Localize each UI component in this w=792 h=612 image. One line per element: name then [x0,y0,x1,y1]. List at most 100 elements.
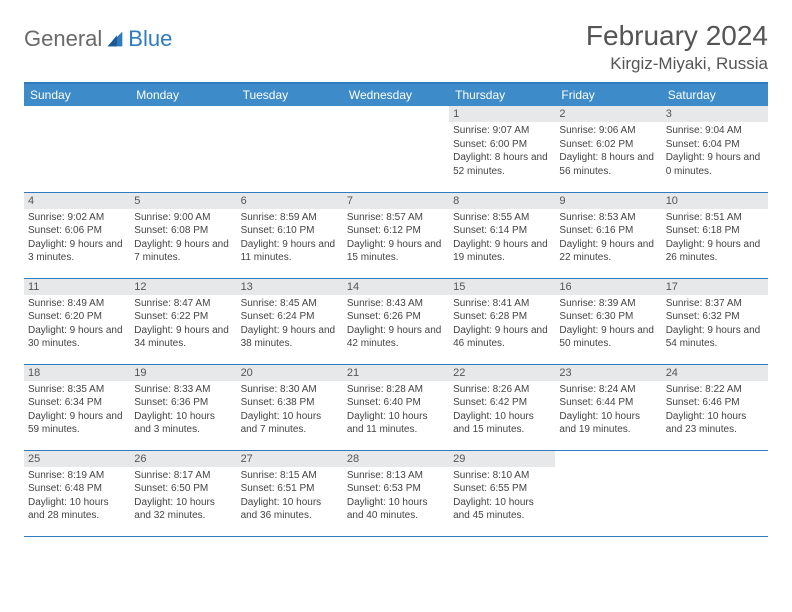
day-number: 3 [662,106,768,122]
calendar-day-cell: 2Sunrise: 9:06 AMSunset: 6:02 PMDaylight… [555,106,661,192]
calendar-day-cell: 22Sunrise: 8:26 AMSunset: 6:42 PMDayligh… [449,364,555,450]
sunrise-text: Sunrise: 8:35 AM [28,383,126,397]
daylight-text: Daylight: 9 hours and 11 minutes. [241,238,339,265]
sunrise-text: Sunrise: 8:45 AM [241,297,339,311]
sunrise-text: Sunrise: 9:00 AM [134,211,232,225]
day-number: 2 [555,106,661,122]
sunrise-text: Sunrise: 8:13 AM [347,469,445,483]
daylight-text: Daylight: 9 hours and 38 minutes. [241,324,339,351]
day-details: Sunrise: 8:43 AMSunset: 6:26 PMDaylight:… [343,295,449,355]
daylight-text: Daylight: 9 hours and 7 minutes. [134,238,232,265]
calendar-day-cell: 19Sunrise: 8:33 AMSunset: 6:36 PMDayligh… [130,364,236,450]
month-title: February 2024 [586,20,768,52]
daylight-text: Daylight: 9 hours and 22 minutes. [559,238,657,265]
sunset-text: Sunset: 6:12 PM [347,224,445,238]
day-number: 19 [130,365,236,381]
day-number: 21 [343,365,449,381]
sunrise-text: Sunrise: 8:39 AM [559,297,657,311]
day-details: Sunrise: 8:30 AMSunset: 6:38 PMDaylight:… [237,381,343,441]
calendar-day-cell: 4Sunrise: 9:02 AMSunset: 6:06 PMDaylight… [24,192,130,278]
day-number: 26 [130,451,236,467]
sunrise-text: Sunrise: 8:49 AM [28,297,126,311]
sunset-text: Sunset: 6:53 PM [347,482,445,496]
day-details: Sunrise: 8:53 AMSunset: 6:16 PMDaylight:… [555,209,661,269]
day-number: 12 [130,279,236,295]
sunset-text: Sunset: 6:42 PM [453,396,551,410]
sunrise-text: Sunrise: 8:43 AM [347,297,445,311]
calendar-day-cell: 20Sunrise: 8:30 AMSunset: 6:38 PMDayligh… [237,364,343,450]
day-number: 4 [24,193,130,209]
sunrise-text: Sunrise: 8:51 AM [666,211,764,225]
calendar-day-cell: 3Sunrise: 9:04 AMSunset: 6:04 PMDaylight… [662,106,768,192]
day-number: 6 [237,193,343,209]
sunset-text: Sunset: 6:46 PM [666,396,764,410]
calendar-week-row: 18Sunrise: 8:35 AMSunset: 6:34 PMDayligh… [24,364,768,450]
daylight-text: Daylight: 8 hours and 52 minutes. [453,151,551,178]
calendar-day-cell: 16Sunrise: 8:39 AMSunset: 6:30 PMDayligh… [555,278,661,364]
sunrise-text: Sunrise: 8:24 AM [559,383,657,397]
day-details: Sunrise: 8:57 AMSunset: 6:12 PMDaylight:… [343,209,449,269]
day-number: 25 [24,451,130,467]
day-number: 23 [555,365,661,381]
daylight-text: Daylight: 8 hours and 56 minutes. [559,151,657,178]
day-number: 16 [555,279,661,295]
sunrise-text: Sunrise: 8:22 AM [666,383,764,397]
daylight-text: Daylight: 9 hours and 34 minutes. [134,324,232,351]
daylight-text: Daylight: 9 hours and 42 minutes. [347,324,445,351]
day-number: 29 [449,451,555,467]
weekday-thursday: Thursday [449,83,555,106]
calendar-day-cell: 21Sunrise: 8:28 AMSunset: 6:40 PMDayligh… [343,364,449,450]
sunrise-text: Sunrise: 8:57 AM [347,211,445,225]
day-number: 10 [662,193,768,209]
sunset-text: Sunset: 6:14 PM [453,224,551,238]
calendar-week-row: 25Sunrise: 8:19 AMSunset: 6:48 PMDayligh… [24,450,768,536]
weekday-tuesday: Tuesday [237,83,343,106]
day-number: 8 [449,193,555,209]
sunset-text: Sunset: 6:00 PM [453,138,551,152]
sunset-text: Sunset: 6:36 PM [134,396,232,410]
day-number: 28 [343,451,449,467]
day-details: Sunrise: 8:17 AMSunset: 6:50 PMDaylight:… [130,467,236,527]
calendar-day-cell: 26Sunrise: 8:17 AMSunset: 6:50 PMDayligh… [130,450,236,536]
daylight-text: Daylight: 10 hours and 19 minutes. [559,410,657,437]
day-details: Sunrise: 9:02 AMSunset: 6:06 PMDaylight:… [24,209,130,269]
logo-text-blue: Blue [128,26,172,52]
sunset-text: Sunset: 6:22 PM [134,310,232,324]
calendar-day-cell [662,450,768,536]
sunrise-text: Sunrise: 8:47 AM [134,297,232,311]
sunrise-text: Sunrise: 8:41 AM [453,297,551,311]
sunrise-text: Sunrise: 8:37 AM [666,297,764,311]
calendar-day-cell: 24Sunrise: 8:22 AMSunset: 6:46 PMDayligh… [662,364,768,450]
daylight-text: Daylight: 9 hours and 0 minutes. [666,151,764,178]
calendar-day-cell: 13Sunrise: 8:45 AMSunset: 6:24 PMDayligh… [237,278,343,364]
daylight-text: Daylight: 10 hours and 32 minutes. [134,496,232,523]
day-details: Sunrise: 8:45 AMSunset: 6:24 PMDaylight:… [237,295,343,355]
day-number: 24 [662,365,768,381]
sunrise-text: Sunrise: 8:53 AM [559,211,657,225]
sunrise-text: Sunrise: 8:55 AM [453,211,551,225]
calendar-body: 1Sunrise: 9:07 AMSunset: 6:00 PMDaylight… [24,106,768,536]
day-number: 18 [24,365,130,381]
calendar-table: Sunday Monday Tuesday Wednesday Thursday… [24,82,768,537]
day-details: Sunrise: 8:35 AMSunset: 6:34 PMDaylight:… [24,381,130,441]
calendar-day-cell: 29Sunrise: 8:10 AMSunset: 6:55 PMDayligh… [449,450,555,536]
logo: General Blue [24,26,172,52]
sunset-text: Sunset: 6:08 PM [134,224,232,238]
daylight-text: Daylight: 9 hours and 19 minutes. [453,238,551,265]
sunset-text: Sunset: 6:18 PM [666,224,764,238]
day-details: Sunrise: 9:07 AMSunset: 6:00 PMDaylight:… [449,122,555,182]
weekday-saturday: Saturday [662,83,768,106]
calendar-day-cell: 12 Sunrise: 8:47 AMSunset: 6:22 PMDayligh… [130,278,236,364]
day-number: 27 [237,451,343,467]
sunset-text: Sunset: 6:34 PM [28,396,126,410]
sunrise-text: Sunrise: 8:26 AM [453,383,551,397]
day-number: 1 [449,106,555,122]
day-details: Sunrise: 8:26 AMSunset: 6:42 PMDaylight:… [449,381,555,441]
header: General Blue February 2024 Kirgiz-Miyaki… [24,20,768,74]
sunset-text: Sunset: 6:44 PM [559,396,657,410]
sunset-text: Sunset: 6:38 PM [241,396,339,410]
calendar-day-cell: 27Sunrise: 8:15 AMSunset: 6:51 PMDayligh… [237,450,343,536]
day-details: Sunrise: 9:00 AMSunset: 6:08 PMDaylight:… [130,209,236,269]
calendar-day-cell [555,450,661,536]
sunrise-text: Sunrise: 8:10 AM [453,469,551,483]
